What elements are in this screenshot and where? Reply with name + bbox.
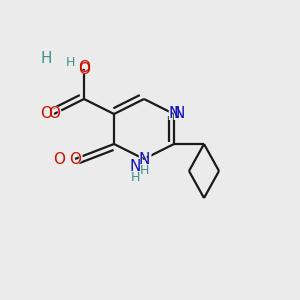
Text: N: N	[173, 106, 185, 122]
Text: H: H	[139, 164, 149, 177]
Text: H: H	[64, 54, 77, 72]
Text: O: O	[53, 152, 65, 166]
Text: H: H	[129, 169, 142, 187]
Text: O: O	[51, 149, 68, 169]
Text: O: O	[46, 104, 62, 124]
Text: H: H	[137, 161, 151, 179]
Text: O: O	[67, 149, 83, 169]
Text: O: O	[79, 60, 91, 75]
Text: N: N	[128, 157, 144, 176]
Text: O: O	[69, 152, 81, 166]
Text: N: N	[136, 149, 152, 169]
Text: N: N	[171, 104, 187, 124]
Text: O: O	[48, 106, 60, 122]
Text: N: N	[130, 159, 141, 174]
Text: N: N	[168, 106, 180, 122]
Text: O: O	[76, 59, 92, 79]
Text: N: N	[138, 152, 150, 166]
Text: H: H	[131, 171, 140, 184]
Text: O: O	[40, 106, 52, 122]
Text: O: O	[76, 58, 93, 77]
Text: O: O	[78, 61, 90, 76]
Text: H: H	[66, 56, 75, 70]
Text: O: O	[38, 104, 55, 124]
Text: H: H	[38, 49, 55, 68]
Text: H: H	[41, 51, 52, 66]
Text: N: N	[166, 104, 182, 124]
